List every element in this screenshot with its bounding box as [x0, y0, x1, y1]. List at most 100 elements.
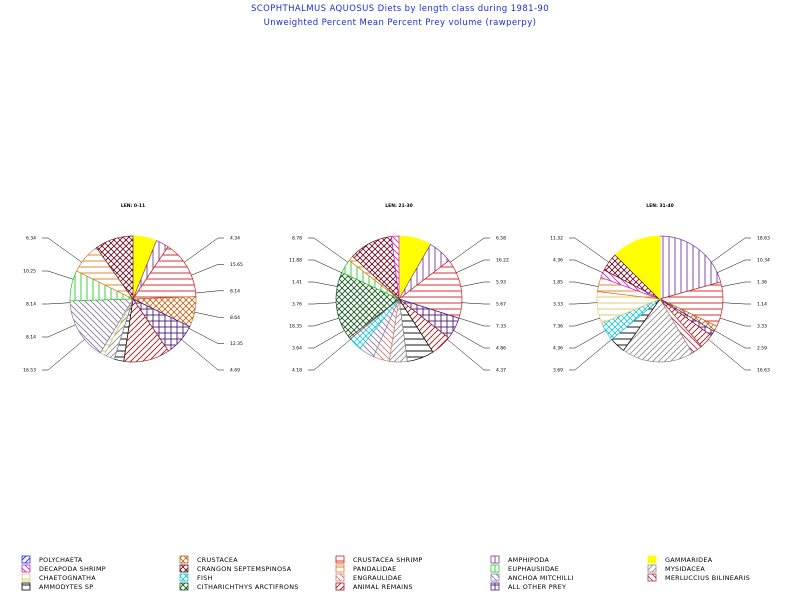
- legend-item-polychaeta: POLYCHAETA: [21, 555, 83, 564]
- legend-swatch: [21, 564, 31, 573]
- slice-value-label: 16.22: [496, 258, 509, 264]
- slice-value-label: 10.34: [757, 258, 770, 264]
- slice-value-label: 6.34: [26, 236, 36, 242]
- leader-line: [711, 237, 751, 263]
- legend-swatch: [179, 555, 189, 564]
- pie-slice-gammaridea: [614, 235, 661, 300]
- leader-line: [308, 237, 348, 263]
- legend-item-pandalidae: PANDALIDAE: [335, 564, 396, 573]
- leader-line: [708, 339, 751, 371]
- slice-value-label: 3.76: [292, 302, 302, 308]
- slice-value-label: 6.58: [496, 236, 506, 242]
- slice-value-label: 10.25: [23, 269, 36, 275]
- leader-line: [569, 317, 601, 327]
- leader-line: [194, 311, 224, 318]
- legend-item-euphausiidae: EUPHAUSIIDAE: [490, 564, 559, 573]
- legend-swatch: [335, 564, 345, 573]
- legend-label: GAMMARIDEA: [665, 556, 713, 564]
- legend-label: DECAPODA SHRIMP: [39, 565, 106, 573]
- pie-chart-2: LEN: 21-30 6.58 16.22 5.93 5.67 7.33 4.86 4.37 4…: [289, 203, 509, 374]
- legend-swatch: [490, 582, 500, 591]
- slice-value-label: 4.36: [553, 258, 563, 264]
- legend-label: CHAETOGNATHA: [39, 574, 96, 582]
- legend-item-merluccius-bilinearis: MERLUCCIUS BILINEARIS: [647, 573, 750, 582]
- leader-line: [188, 328, 224, 344]
- slice-value-label: 2.59: [757, 346, 767, 352]
- pie-chart-3: LEN: 31-40 18.63 10.34 1.36 1.14 3.33 2.59 16.6…: [550, 203, 770, 374]
- pie-slice-citharichthys-arctifrons: [335, 271, 400, 338]
- legend-swatch: [490, 555, 500, 564]
- pie-slice-decapoda-shrimp: [391, 235, 400, 300]
- leader-line: [181, 339, 224, 371]
- legend-item-chaetognatha: CHAETOGNATHA: [21, 573, 96, 582]
- leader-line: [461, 302, 490, 305]
- legend-item-gammaridea: GAMMARIDEA: [647, 555, 713, 564]
- legend-item-anchoa-mitchilli: ANCHOA MITCHILLI: [490, 573, 573, 582]
- legend-label: ANIMAL REMAINS: [353, 583, 413, 591]
- legend-item-crustacea: CRUSTACEA: [179, 555, 238, 564]
- slice-value-label: 3.33: [757, 324, 767, 330]
- leader-line: [195, 290, 224, 294]
- leader-line: [308, 259, 342, 273]
- leader-line: [308, 302, 337, 305]
- leader-line: [42, 339, 85, 371]
- slice-value-label: 3.69: [553, 368, 563, 374]
- slice-value-label: 8.14: [26, 302, 36, 308]
- pie-slice-mysidacea: [623, 298, 693, 363]
- legend-item-engraulidae: ENGRAULIDAE: [335, 573, 402, 582]
- leader-line: [569, 237, 609, 263]
- legend-label: EUPHAUSIIDAE: [508, 565, 559, 573]
- legend-swatch: [647, 555, 657, 564]
- leader-line: [722, 302, 751, 305]
- slice-value-label: 4.36: [553, 346, 563, 352]
- slice-value-label: 15.65: [230, 262, 243, 268]
- legend-label: MYSIDACEA: [665, 565, 705, 573]
- pie-label-1: LEN: 0-11: [121, 203, 145, 209]
- legend-item-ammodytes-sp: AMMODYTES SP: [21, 582, 93, 591]
- legend-label: AMPHIPODA: [508, 556, 550, 564]
- leader-line: [717, 259, 751, 273]
- leader-line: [569, 259, 603, 273]
- leader-line: [184, 237, 224, 263]
- legend-swatch: [179, 564, 189, 573]
- legend-swatch: [647, 573, 657, 582]
- legend-item-mysidacea: MYSIDACEA: [647, 564, 705, 573]
- slice-value-label: 3.33: [553, 302, 563, 308]
- pie-slice-amphipoda: [659, 235, 722, 300]
- slice-value-label: 8.64: [230, 315, 240, 321]
- leader-line: [569, 302, 598, 305]
- legend-item-crustacea-shrimp: CRUSTACEA SHRIMP: [335, 555, 423, 564]
- legend-item-animal-remains: ANIMAL REMAINS: [335, 582, 413, 591]
- leader-line: [308, 330, 345, 349]
- legend-swatch: [21, 555, 31, 564]
- legend-item-crangon-septemspinosa: CRANGON SEPTEMSPINOSA: [179, 564, 291, 573]
- leader-line: [458, 317, 490, 327]
- leader-line: [460, 281, 490, 287]
- leader-line: [447, 339, 490, 371]
- slice-value-label: 18.63: [757, 236, 770, 242]
- slice-value-label: 3.64: [292, 346, 302, 352]
- slice-value-label: 5.67: [496, 302, 506, 308]
- pie-slice-crangon-septemspinosa: [96, 235, 134, 301]
- leader-line: [42, 302, 71, 305]
- slice-value-label: 1.85: [553, 280, 563, 286]
- slice-value-label: 4.34: [230, 236, 240, 242]
- legend-swatch: [335, 573, 345, 582]
- legend-swatch: [21, 573, 31, 582]
- slice-value-label: 18.35: [289, 324, 302, 330]
- slice-value-label: 11.32: [550, 236, 563, 242]
- leader-line: [569, 330, 606, 349]
- leader-line: [308, 339, 351, 371]
- legend-label: CRUSTACEA SHRIMP: [353, 556, 423, 564]
- leader-line: [719, 317, 751, 327]
- leader-line: [308, 281, 338, 287]
- leader-line: [42, 270, 74, 280]
- legend-item-amphipoda: AMPHIPODA: [490, 555, 550, 564]
- leader-line: [42, 324, 76, 338]
- slice-value-label: 16.63: [757, 368, 770, 374]
- legend-label: POLYCHAETA: [39, 556, 83, 564]
- pie-slice-crustacea-shrimp: [132, 246, 197, 300]
- slice-value-label: 8.14: [26, 335, 36, 341]
